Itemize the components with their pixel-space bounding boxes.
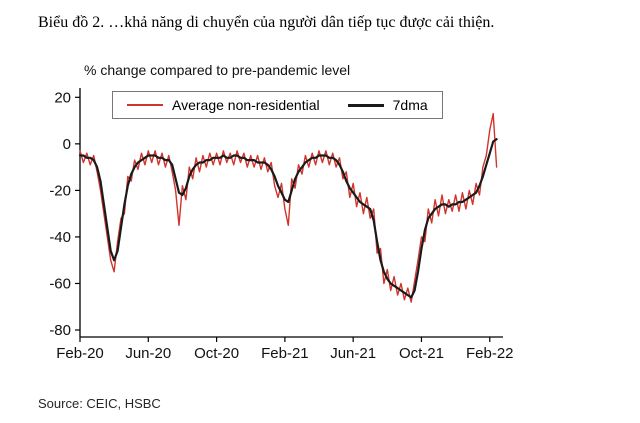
legend-label-average-non-residential: Average non-residential [172, 97, 320, 113]
y-tick-label: -60 [49, 275, 71, 292]
legend-label-7dma: 7dma [392, 97, 428, 113]
x-tick-label: Feb-22 [466, 345, 514, 362]
legend-item-7dma: 7dma [347, 97, 428, 113]
series-line-7dma [78, 138, 498, 299]
x-tick-label: Oct-20 [194, 345, 239, 362]
legend: Average non-residential 7dma [112, 91, 443, 119]
red-line-sample [127, 104, 163, 106]
x-tick-label: Jun-20 [125, 345, 171, 362]
y-tick-label: 20 [54, 89, 71, 106]
x-tick-label: Feb-21 [261, 345, 309, 362]
y-tick-label: -40 [49, 229, 71, 246]
legend-item-average-non-residential: Average non-residential [127, 97, 320, 113]
x-tick-label: Feb-20 [56, 345, 104, 362]
series-line-average-non-residential [79, 112, 498, 303]
x-tick-label: Oct-21 [399, 345, 444, 362]
y-tick-label: -80 [49, 322, 71, 339]
y-tick-label: -20 [49, 182, 71, 199]
source-note: Source: CEIC, HSBC [38, 396, 161, 411]
x-tick-label: Jun-21 [330, 345, 376, 362]
y-axis-title: % change compared to pre-pandemic level [84, 62, 351, 78]
black-line-sample [347, 103, 384, 107]
y-tick-label: 0 [63, 136, 71, 153]
chart-title: Biểu đồ 2. …khả năng di chuyển của người… [38, 14, 495, 31]
